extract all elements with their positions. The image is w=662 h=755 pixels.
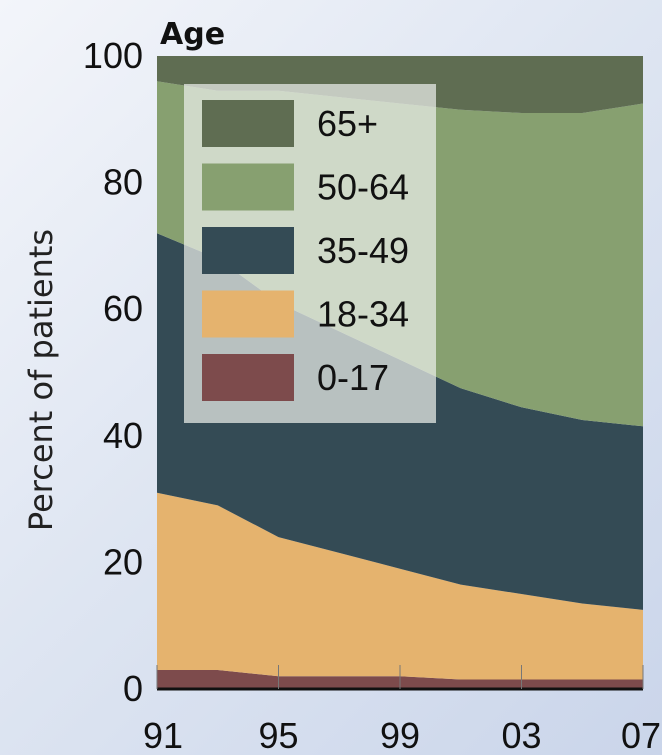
legend-label-0-17: 0-17: [317, 357, 389, 398]
y-tick-label: 0: [123, 668, 143, 709]
area-18-34: [157, 492, 643, 680]
y-tick-label: 20: [103, 541, 143, 582]
legend-swatch-18-34: [202, 290, 294, 338]
x-tick-label: 03: [501, 715, 541, 755]
chart-title: Age: [160, 17, 225, 52]
legend-label-65+: 65+: [317, 103, 378, 144]
legend: 65+ 50-64 35-49 18-34 0-17: [184, 84, 436, 423]
legend-label-35-49: 35-49: [317, 230, 409, 271]
legend-label-18-34: 18-34: [317, 294, 409, 335]
legend-swatch-0-17: [202, 354, 294, 401]
y-tick-label: 40: [103, 415, 143, 456]
y-axis-label: Percent of patients: [22, 229, 60, 531]
x-tick-label: 91: [143, 715, 183, 755]
y-tick-label: 100: [83, 35, 143, 76]
y-tick-label: 80: [103, 162, 143, 203]
axes: 0 20 40 60 80 100 91 95 99 03 07: [83, 35, 661, 755]
legend-swatch-50-64: [202, 163, 294, 211]
x-tick-label: 95: [258, 715, 298, 755]
x-tick-label: 99: [380, 715, 420, 755]
legend-label-50-64: 50-64: [317, 167, 409, 208]
y-tick-label: 60: [103, 288, 143, 329]
legend-swatch-35-49: [202, 227, 294, 274]
x-tick-label: 07: [621, 715, 661, 755]
legend-swatch-65+: [202, 100, 294, 147]
